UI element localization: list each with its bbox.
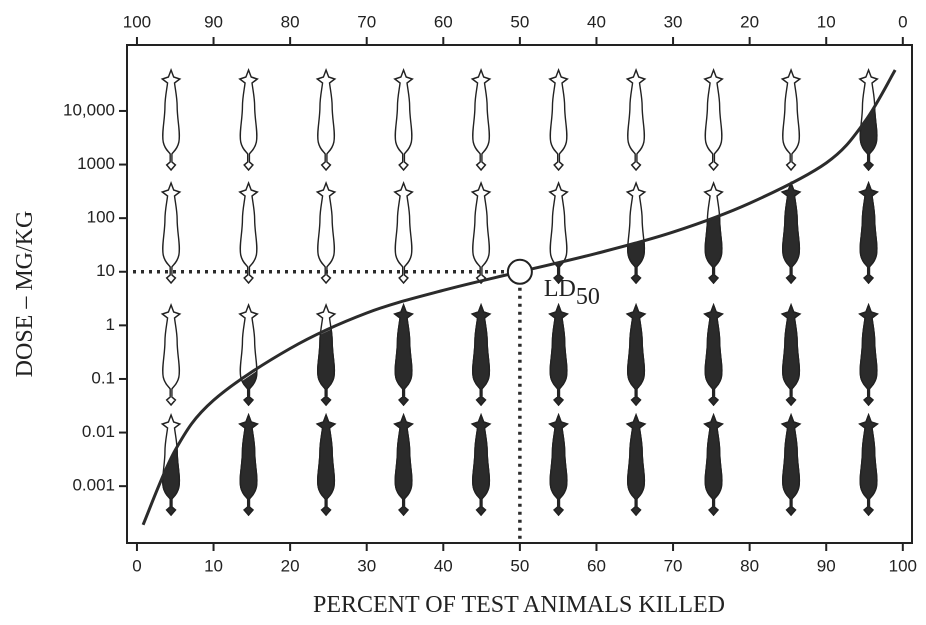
x-tick-label: 90	[817, 556, 836, 575]
x-tick-label: 70	[664, 556, 683, 575]
y-tick-label: 10	[96, 261, 115, 280]
animal-dead	[782, 305, 799, 405]
y-tick-label: 0.1	[91, 368, 115, 387]
x-tick-label: 30	[357, 556, 376, 575]
animal-dead	[472, 305, 489, 405]
x-tick-label: 40	[434, 556, 453, 575]
animal-fill	[472, 415, 489, 515]
animal-fill	[395, 415, 412, 515]
x-tick-label: 10	[204, 556, 223, 575]
x2-tick-label: 30	[664, 12, 683, 31]
x2-tick-label: 40	[587, 12, 606, 31]
chart: PERCENT OF TEST ANIMALS KILLED DOSE – MG…	[0, 0, 926, 625]
x2-tick-label: 70	[357, 12, 376, 31]
x2-tick-label: 90	[204, 12, 223, 31]
animal-dead	[705, 305, 722, 405]
animal-dead	[627, 415, 644, 515]
animal-outline	[705, 70, 722, 170]
x-tick-label: 60	[587, 556, 606, 575]
animal-fill	[782, 183, 799, 283]
y-axis-title: DOSE – MG/KG	[12, 211, 38, 378]
animal-outline	[472, 183, 489, 283]
x-tick-label: 0	[132, 556, 141, 575]
animal-dead	[782, 183, 799, 283]
animal-dead	[782, 415, 799, 515]
x-tick-label: 80	[740, 556, 759, 575]
ld50-point	[508, 260, 532, 284]
animal-dead	[317, 415, 334, 515]
ld50-subscript: 50	[576, 284, 600, 310]
x-axis-title: PERCENT OF TEST ANIMALS KILLED	[313, 592, 725, 618]
x-tick-label: 20	[281, 556, 300, 575]
animal-outline	[240, 183, 257, 283]
animal-outline	[550, 70, 567, 170]
animal-fill	[550, 415, 567, 515]
animal-fill	[782, 305, 799, 405]
animal-dead	[860, 415, 877, 515]
x2-tick-label: 20	[740, 12, 759, 31]
animal-fill	[317, 415, 334, 515]
animal-fill	[240, 415, 257, 515]
animal-outline	[472, 70, 489, 170]
animal-dead	[472, 415, 489, 515]
animal-fill	[627, 415, 644, 515]
animal-dead	[395, 415, 412, 515]
animal-fill	[860, 415, 877, 515]
x2-tick-label: 50	[510, 12, 529, 31]
animal-fill	[627, 305, 644, 405]
animal-outline	[782, 70, 799, 170]
animal-fill	[395, 305, 412, 405]
ld50-label: LD	[544, 276, 576, 302]
y-tick-label: 0.001	[72, 476, 115, 495]
animal-outline	[317, 70, 334, 170]
x2-tick-label: 10	[817, 12, 836, 31]
x2-tick-label: 60	[434, 12, 453, 31]
animal-fill	[860, 183, 877, 283]
x2-tick-label: 0	[898, 12, 907, 31]
y-tick-label: 1000	[77, 154, 115, 173]
animal-outline	[162, 305, 179, 405]
y-tick-label: 0.01	[82, 422, 115, 441]
animal-fill	[550, 305, 567, 405]
animal-outline	[317, 183, 334, 283]
animal-outline	[162, 70, 179, 170]
animal-dead	[550, 305, 567, 405]
y-tick-label: 1	[106, 315, 115, 334]
animal-dead	[240, 415, 257, 515]
animal-dead	[627, 305, 644, 405]
x2-tick-label: 100	[123, 12, 151, 31]
y-tick-label: 10,000	[63, 100, 115, 119]
animal-outline	[627, 70, 644, 170]
animal-dead	[395, 305, 412, 405]
y-tick-label: 100	[87, 208, 115, 227]
animal-dead	[705, 415, 722, 515]
animal-fill	[472, 305, 489, 405]
animal-fill	[705, 415, 722, 515]
x-tick-label: 100	[889, 556, 917, 575]
animal-fill	[860, 305, 877, 405]
x2-tick-label: 80	[281, 12, 300, 31]
animal-outline	[162, 183, 179, 283]
animal-outline	[395, 70, 412, 170]
animal-dead	[860, 305, 877, 405]
animal-dead	[860, 183, 877, 283]
animal-fill	[705, 305, 722, 405]
x-tick-label: 50	[510, 556, 529, 575]
animal-outline	[240, 70, 257, 170]
animal-dead	[550, 415, 567, 515]
animal-outline	[395, 183, 412, 283]
animal-fill	[782, 415, 799, 515]
